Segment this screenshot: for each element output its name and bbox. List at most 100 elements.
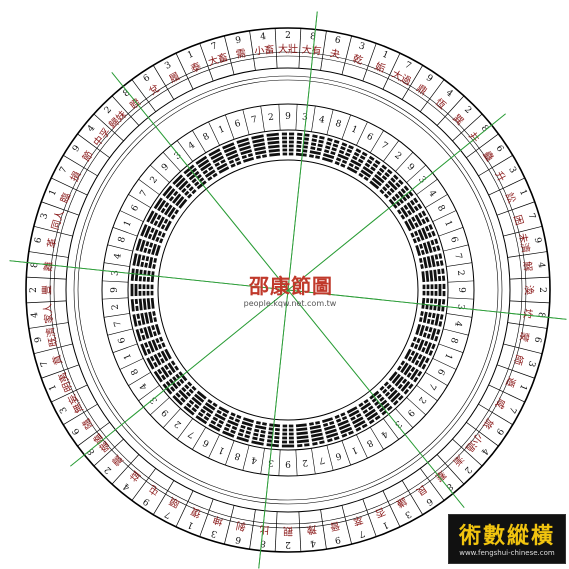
sector-divider [488,177,525,196]
hexagram-line-yang [268,148,280,153]
hexagram-line-yang [148,311,154,323]
inner-digit: 2 [173,418,184,429]
hexagram-name: 井 [466,129,482,145]
inner-digit: 2 [392,151,403,162]
hexagram-line-yin [350,416,356,421]
outer-digit: 1 [186,50,195,61]
hexagram-line-yang [147,325,154,338]
inner-digit: 9 [285,458,291,468]
hexagram-line-yin [185,391,192,397]
hexagram-line-yin [421,346,426,353]
sector-divider [175,490,194,527]
hexagram-line-yin [426,333,431,339]
hexagram-line-yang [178,389,189,400]
hexagram-line-yang [147,340,155,353]
hexagram-line-yang [437,298,442,311]
hexagram-name: 泰 [189,59,203,75]
hexagram-line-yang [421,227,429,240]
hexagram-line-yin [329,421,335,426]
hexagram-name: 困 [511,214,525,227]
hexagram-line-yin [187,381,193,387]
hexagram-line-yang [142,298,147,310]
hexagram-line-yin [168,195,175,202]
hexagram-line-yin [193,403,200,410]
hexagram-line-yin [216,409,222,415]
hexagram-line-yang [178,371,188,382]
hexagram-line-yin [234,418,241,423]
hexagram-line-yang [388,371,398,382]
sector-divider [274,511,278,552]
hexagram-line-yang [143,326,150,339]
hexagram-line-yin [334,414,340,419]
hexagram-name: 節 [79,148,95,164]
hexagram-line-yin [157,230,163,237]
hexagram-line-yang [422,311,428,323]
hexagram-line-yin [340,163,346,168]
hexagram-line-yin [230,163,236,168]
hexagram-line-yin [255,155,261,160]
hexagram-line-yang [139,239,146,252]
sector-divider [406,397,427,416]
hexagram-line-yin [335,418,342,423]
hexagram-line-yin [341,159,348,165]
hexagram-line-yin [398,179,404,186]
hexagram-line-yin [144,262,148,268]
sector-divider [443,244,469,252]
sector-divider [107,328,133,336]
hexagram-name: 艮 [414,482,429,498]
hexagram-line-yang [132,314,138,327]
hexagram-line-yin [362,409,369,415]
hexagram-line-yin [194,181,200,187]
outer-digit: 9 [235,35,243,46]
hexagram-line-yang [154,245,161,257]
hexagram-line-yin [327,438,333,443]
hexagram-line-yin [274,432,280,436]
hexagram-name: 大畜 [207,50,230,68]
hexagram-line-yin [422,332,427,338]
hexagram-line-yang [422,257,428,269]
hexagram-line-yin [438,321,443,327]
hexagram-line-yang [424,342,433,355]
inner-digit: 1 [350,444,359,455]
hexagram-line-yin [160,374,167,381]
hexagram-line-yin [260,430,266,434]
hexagram-name: 比 [259,523,270,536]
inner-digit: 7 [318,454,326,465]
hexagram-line-yang [407,218,416,230]
hexagram-line-yang [255,150,267,156]
outer-digit: 9 [71,144,83,155]
outer-digit: 4 [444,88,455,100]
hexagram-line-yang [195,415,208,425]
sector-divider [478,155,513,177]
hexagram-line-yin [324,145,331,150]
outer-digit: 6 [33,236,44,244]
sector-divider [382,53,401,90]
hexagram-line-yin [410,232,415,238]
outer-digit: 2 [285,539,291,549]
hexagram-line-yin [391,196,397,202]
hexagram-line-yin [212,172,218,178]
hexagram-line-yin [312,441,318,446]
hexagram-name: 遯 [503,375,518,389]
sector-divider [466,421,499,447]
hexagram-name: 姤 [373,60,387,75]
hexagram-line-yang [165,188,176,200]
sector-divider [452,438,483,467]
hexagram-line-yin [400,360,406,366]
hexagram-line-yin [341,142,348,147]
outer-digit: 8 [121,88,132,100]
hexagram-line-yang [337,419,349,427]
hexagram-line-yin [359,155,366,160]
hexagram-line-yin [381,164,388,170]
hexagram-line-yin [288,152,294,156]
hexagram-line-yin [413,230,419,237]
hexagram-line-yang [204,169,216,178]
inner-digit: 4 [379,428,390,440]
hexagram-line-yin [157,368,163,375]
hexagram-line-yin [395,182,401,188]
hexagram-line-yin [163,364,169,371]
hexagram-line-yang [425,270,430,282]
sector-divider [26,300,67,304]
hexagram-name: 蒙 [517,331,532,343]
sector-divider [447,297,474,300]
